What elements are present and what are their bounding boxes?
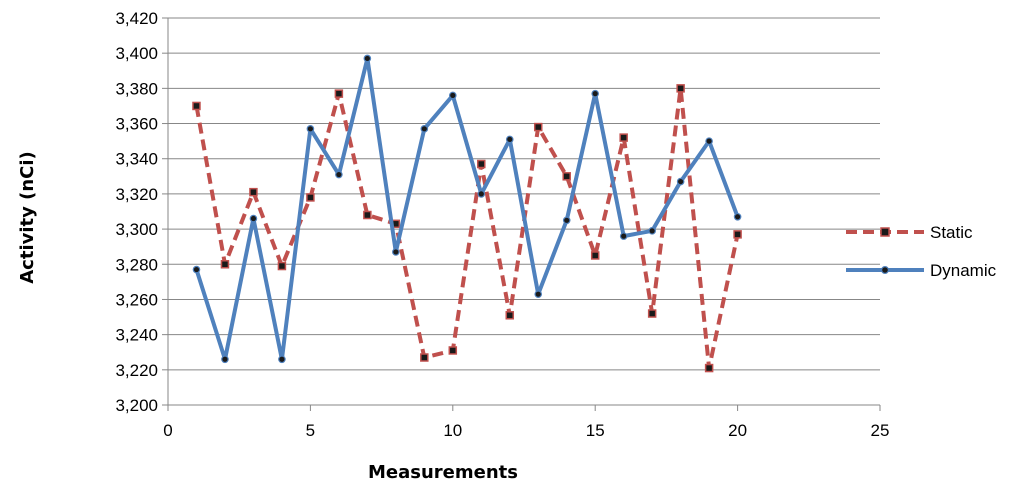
y-tick-label: 3,320 bbox=[115, 185, 158, 204]
x-tick-label: 0 bbox=[163, 421, 172, 440]
x-tick-label: 5 bbox=[306, 421, 315, 440]
legend-item-dynamic: Dynamic bbox=[846, 261, 997, 280]
data-point-dynamic bbox=[420, 125, 429, 133]
data-point-dynamic bbox=[221, 355, 229, 364]
x-axis-title: Measurements bbox=[368, 462, 518, 483]
y-tick-label: 3,420 bbox=[115, 9, 158, 28]
data-point-dynamic bbox=[249, 214, 258, 223]
data-point-static bbox=[676, 84, 685, 93]
y-tick-label: 3,260 bbox=[115, 290, 158, 309]
series-line-static bbox=[194, 86, 740, 371]
data-point-dynamic bbox=[335, 170, 343, 179]
data-point-dynamic bbox=[448, 91, 457, 100]
data-point-static bbox=[420, 353, 429, 362]
data-point-dynamic bbox=[192, 265, 201, 274]
series-line-dynamic bbox=[194, 56, 740, 362]
y-tick-label: 3,340 bbox=[115, 150, 158, 169]
y-tick-label: 3,400 bbox=[115, 44, 158, 63]
data-point-dynamic bbox=[306, 125, 315, 133]
y-tick-label: 3,200 bbox=[115, 396, 158, 415]
y-tick-label: 3,280 bbox=[115, 255, 158, 274]
data-point-dynamic bbox=[619, 232, 628, 240]
series bbox=[192, 54, 742, 373]
data-point-dynamic bbox=[705, 137, 713, 145]
data-point-static bbox=[363, 210, 372, 220]
data-point-static bbox=[334, 89, 344, 98]
y-tick-label: 3,380 bbox=[115, 79, 158, 98]
y-tick-label: 3,360 bbox=[115, 115, 158, 134]
legend-label: Dynamic bbox=[930, 261, 997, 280]
data-point-dynamic bbox=[363, 54, 372, 63]
data-point-static bbox=[733, 230, 742, 239]
y-tick-label: 3,240 bbox=[115, 326, 158, 345]
data-point-dynamic bbox=[392, 248, 400, 256]
data-point-static bbox=[448, 346, 458, 355]
series-static bbox=[192, 84, 742, 373]
axes bbox=[162, 17, 881, 411]
data-point-static bbox=[306, 193, 315, 202]
data-point-static bbox=[220, 260, 230, 269]
data-point-dynamic bbox=[648, 227, 656, 235]
data-point-static bbox=[619, 133, 628, 142]
x-tick-label: 15 bbox=[586, 421, 605, 440]
data-point-static bbox=[277, 261, 287, 271]
y-tick-label: 3,220 bbox=[115, 361, 158, 380]
x-tick-label: 10 bbox=[443, 421, 462, 440]
data-point-static bbox=[192, 101, 201, 111]
x-tick-labels: 0 5 10 15 20 25 bbox=[163, 421, 889, 440]
data-point-dynamic bbox=[591, 89, 600, 98]
x-tick-label: 25 bbox=[871, 421, 890, 440]
data-point-dynamic bbox=[505, 135, 514, 144]
data-point-static bbox=[562, 172, 571, 181]
data-point-static bbox=[249, 187, 258, 197]
legend-marker bbox=[880, 227, 890, 237]
x-tick-label: 20 bbox=[728, 421, 747, 440]
data-point-dynamic bbox=[676, 177, 685, 186]
data-point-dynamic bbox=[278, 355, 286, 364]
data-point-static bbox=[533, 122, 543, 132]
data-point-dynamic bbox=[534, 290, 543, 298]
data-point-static bbox=[704, 363, 714, 373]
series-dynamic bbox=[192, 54, 742, 364]
legend-item-static: Static bbox=[846, 223, 973, 242]
data-point-dynamic bbox=[733, 212, 742, 221]
data-point-static bbox=[505, 311, 515, 320]
legend-marker bbox=[880, 266, 889, 275]
data-point-dynamic bbox=[477, 190, 486, 198]
data-point-dynamic bbox=[562, 216, 571, 225]
legend-label: Static bbox=[930, 223, 973, 242]
y-tick-labels: 3,200 3,220 3,240 3,260 3,280 3,300 3,320 3,340… bbox=[115, 9, 158, 415]
y-axis-title: Activity (nCi) bbox=[17, 151, 38, 284]
y-tick-label: 3,300 bbox=[115, 220, 158, 239]
data-point-static bbox=[477, 159, 486, 169]
legend: Static Dynamic bbox=[846, 223, 997, 280]
data-point-static bbox=[647, 309, 657, 318]
data-point-static bbox=[590, 251, 600, 260]
